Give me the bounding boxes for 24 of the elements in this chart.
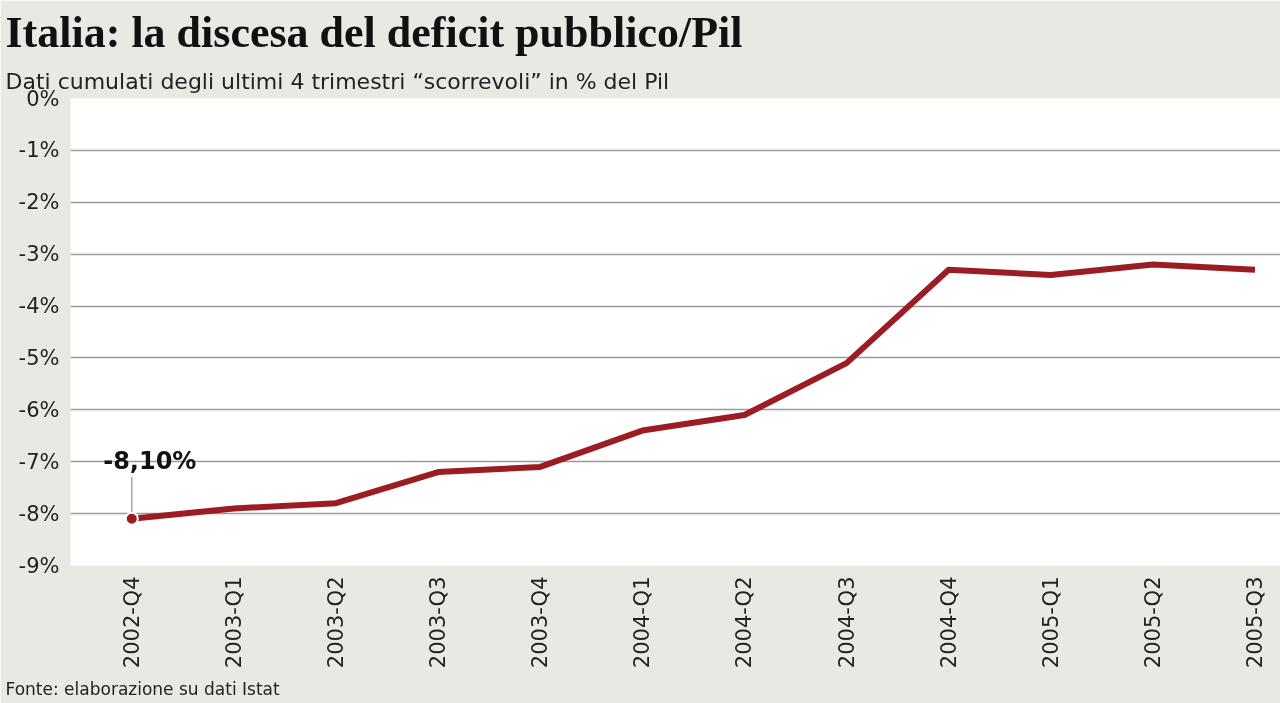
x-tick-label: 2005-Q3 [1242, 576, 1267, 669]
x-tick-label: 2002-Q4 [119, 576, 144, 669]
y-tick-label: -4% [18, 294, 60, 319]
x-tick-label: 2005-Q1 [1038, 576, 1063, 669]
y-tick-label: -1% [18, 138, 60, 163]
y-tick-label: -3% [18, 242, 60, 267]
y-tick-label: -7% [18, 449, 60, 474]
y-tick-label: -9% [18, 553, 60, 578]
x-tick-label: 2003-Q3 [426, 576, 451, 669]
chart-title: Italia: la discesa del deficit pubblico/Pil [5, 7, 743, 57]
x-tick-label: 2003-Q2 [323, 576, 348, 669]
y-tick-label: -5% [18, 345, 60, 370]
x-tick-label: 2003-Q4 [528, 576, 553, 669]
x-tick-label: 2005-Q2 [1140, 576, 1165, 669]
source-note: Fonte: elaborazione su dati Istat [5, 678, 280, 699]
annotation: -8,10% [103, 446, 197, 475]
x-tick-label: 2004-Q1 [630, 576, 655, 669]
x-tick-label: 2004-Q2 [732, 576, 757, 669]
y-tick-label: -6% [18, 397, 60, 422]
x-tick-label: 2004-Q4 [936, 576, 961, 669]
x-tick-label: 2003-Q1 [221, 576, 246, 669]
x-tick-label: 2004-Q3 [834, 576, 859, 669]
y-tick-label: -2% [18, 190, 60, 215]
y-tick-label: -8% [18, 501, 60, 526]
